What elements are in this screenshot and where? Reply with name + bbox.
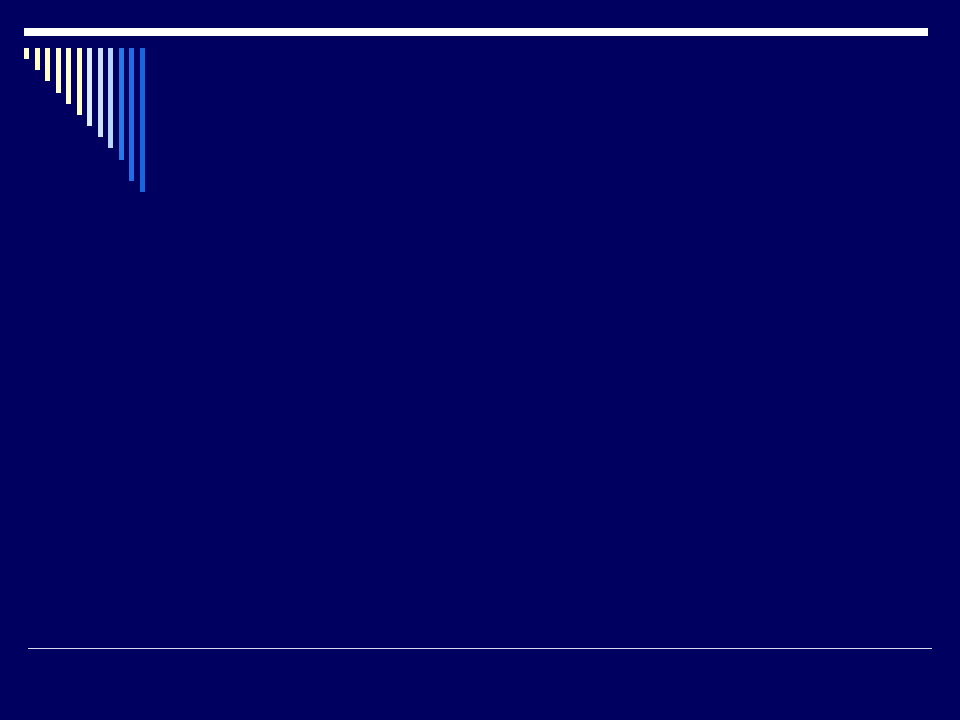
stripe-10 xyxy=(119,48,124,160)
stripe-6 xyxy=(77,48,82,115)
stripe-12 xyxy=(140,48,145,192)
stripe-8 xyxy=(98,48,103,137)
stripe-11 xyxy=(129,48,134,181)
stripe-4 xyxy=(56,48,61,93)
stripe-9 xyxy=(108,48,113,148)
stripe-3 xyxy=(45,48,50,81)
corner-stripe-decoration xyxy=(24,48,164,198)
bottom-divider-line xyxy=(28,648,932,649)
top-decorative-bar xyxy=(24,28,928,36)
stripe-2 xyxy=(35,48,40,70)
stripe-7 xyxy=(87,48,92,126)
stripe-5 xyxy=(66,48,71,104)
stripe-1 xyxy=(24,48,29,59)
